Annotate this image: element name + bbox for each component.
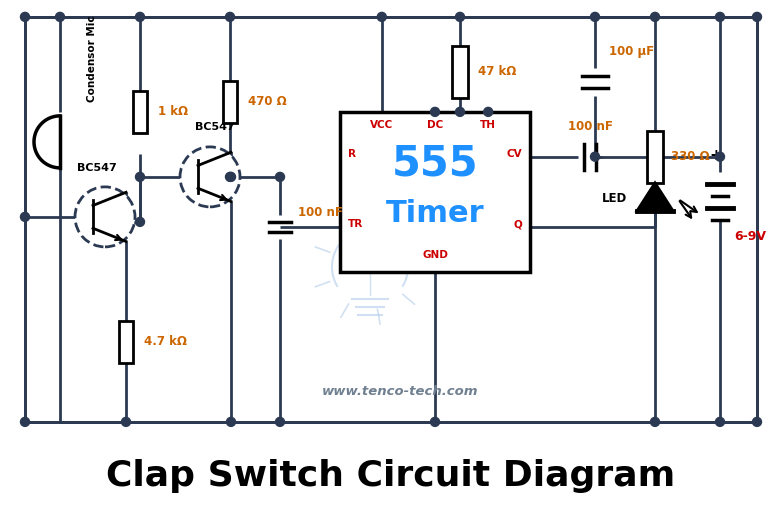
Circle shape: [180, 147, 240, 207]
Circle shape: [431, 107, 439, 117]
Circle shape: [651, 12, 659, 21]
Bar: [452, 46, 468, 98]
Text: 555: 555: [392, 143, 479, 185]
Circle shape: [590, 152, 600, 161]
Circle shape: [20, 417, 30, 426]
Circle shape: [431, 417, 439, 426]
Text: 330 Ω: 330 Ω: [671, 150, 709, 164]
Circle shape: [455, 12, 465, 21]
Circle shape: [135, 217, 145, 227]
Bar: [647, 131, 663, 183]
Polygon shape: [637, 183, 673, 211]
Circle shape: [455, 107, 465, 117]
Text: TH: TH: [480, 120, 497, 130]
Text: BC547: BC547: [196, 122, 235, 132]
Circle shape: [651, 417, 659, 426]
Text: 47 kΩ: 47 kΩ: [478, 66, 516, 78]
Bar: [133, 91, 147, 133]
Circle shape: [135, 172, 145, 182]
Circle shape: [20, 12, 30, 21]
Circle shape: [590, 12, 600, 21]
Text: BC547: BC547: [77, 163, 117, 173]
Bar: [223, 81, 237, 123]
Text: TR: TR: [348, 219, 364, 229]
Text: Clap Switch Circuit Diagram: Clap Switch Circuit Diagram: [106, 459, 676, 493]
Bar: [340, 112, 530, 272]
Text: Timer: Timer: [386, 199, 484, 229]
Text: 6-9V: 6-9V: [734, 230, 766, 244]
Circle shape: [484, 107, 493, 117]
Circle shape: [752, 12, 762, 21]
Circle shape: [135, 12, 145, 21]
Text: 1 kΩ: 1 kΩ: [158, 105, 188, 118]
Text: 100 nF: 100 nF: [568, 120, 612, 133]
Text: VCC: VCC: [370, 120, 393, 130]
Text: DC: DC: [427, 120, 443, 130]
Text: +: +: [709, 149, 723, 164]
Circle shape: [56, 12, 64, 21]
Text: GND: GND: [422, 250, 448, 260]
Text: Condensor Mic: Condensor Mic: [87, 15, 97, 102]
Circle shape: [716, 417, 724, 426]
Circle shape: [275, 172, 285, 182]
Circle shape: [20, 213, 30, 221]
Text: 100 μF: 100 μF: [609, 45, 654, 58]
Circle shape: [75, 187, 135, 247]
Text: www.tenco-tech.com: www.tenco-tech.com: [321, 385, 479, 398]
Text: Q: Q: [513, 219, 522, 229]
Circle shape: [225, 12, 235, 21]
Text: 470 Ω: 470 Ω: [248, 95, 287, 108]
Circle shape: [227, 172, 235, 182]
Text: LED: LED: [602, 192, 627, 205]
Circle shape: [716, 12, 724, 21]
Bar: [119, 321, 133, 363]
Circle shape: [275, 417, 285, 426]
Text: 100 nF: 100 nF: [298, 205, 343, 219]
Text: CV: CV: [507, 149, 522, 159]
Circle shape: [227, 417, 235, 426]
Text: R: R: [348, 149, 356, 159]
Circle shape: [716, 152, 724, 161]
Circle shape: [752, 417, 762, 426]
Circle shape: [377, 12, 386, 21]
Circle shape: [121, 417, 131, 426]
Circle shape: [225, 172, 235, 182]
Text: 4.7 kΩ: 4.7 kΩ: [144, 335, 187, 348]
